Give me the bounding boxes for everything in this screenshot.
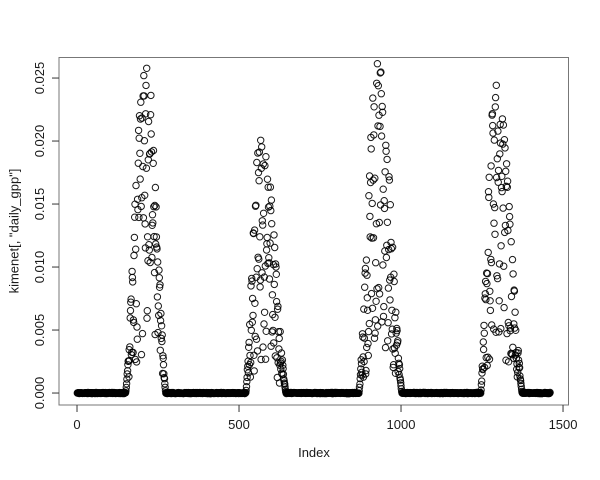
svg-text:0.015: 0.015 [32, 188, 47, 221]
svg-text:0.005: 0.005 [32, 314, 47, 347]
svg-text:0.000: 0.000 [32, 377, 47, 410]
svg-text:500: 500 [228, 417, 250, 432]
svg-text:0: 0 [73, 417, 80, 432]
svg-text:0.020: 0.020 [32, 125, 47, 158]
y-axis-label: kimenet[, "daily_gpp"] [6, 168, 22, 294]
svg-text:0.010: 0.010 [32, 251, 47, 284]
svg-text:0.025: 0.025 [32, 62, 47, 95]
svg-text:1500: 1500 [549, 417, 578, 432]
svg-text:1000: 1000 [387, 417, 416, 432]
x-axis-label: Index [298, 445, 330, 460]
